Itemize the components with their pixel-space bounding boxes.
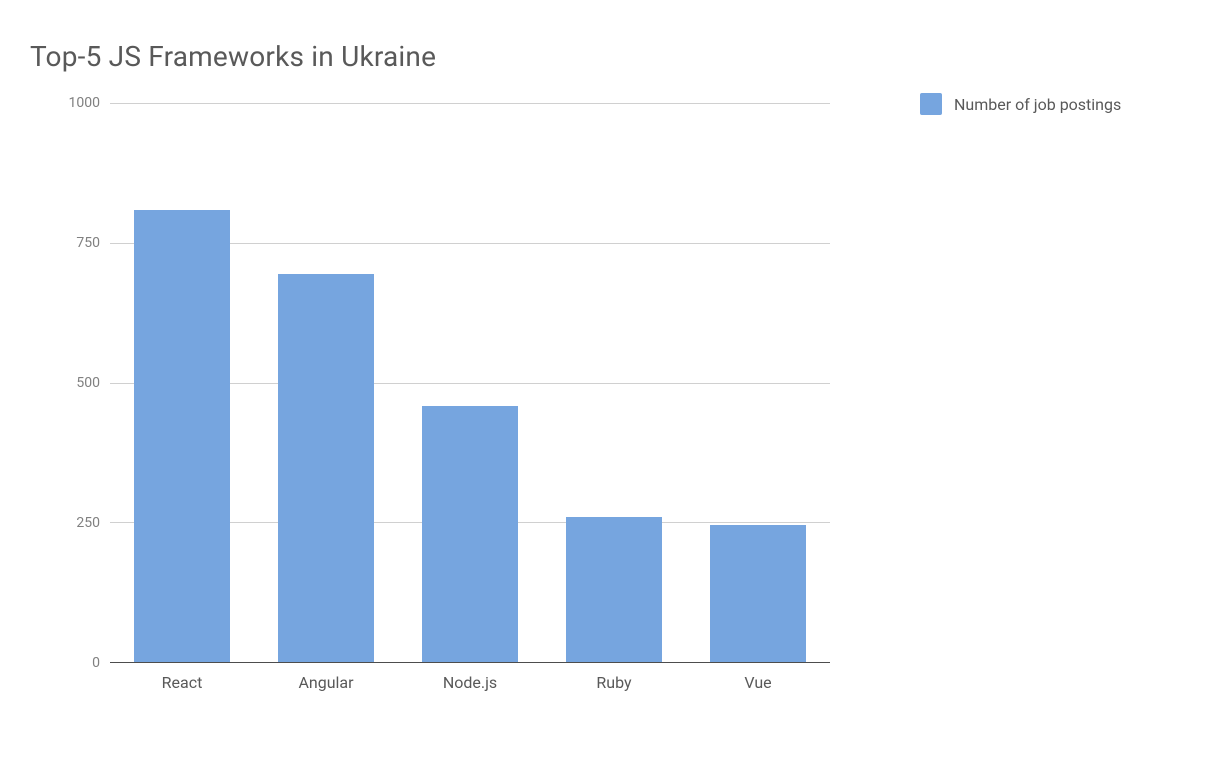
bar-nodejs [422, 406, 517, 662]
chart-container: Top-5 JS Frameworks in Ukraine [30, 40, 1200, 760]
legend-swatch [920, 93, 942, 115]
bar-vue [710, 525, 805, 662]
bar-react [134, 210, 229, 662]
xlabel: Ruby [542, 673, 686, 692]
chart-title: Top-5 JS Frameworks in Ukraine [30, 40, 1200, 73]
xlabel: Angular [254, 673, 398, 692]
xlabel: React [110, 673, 254, 692]
ytick-label: 750 [50, 235, 100, 251]
ytick-label: 1000 [50, 95, 100, 111]
legend: Number of job postings [920, 93, 1121, 115]
chart-area: 1000 750 500 250 0 React Angular Node.js… [30, 93, 850, 733]
chart-wrap: 1000 750 500 250 0 React Angular Node.js… [30, 93, 1200, 733]
xlabel: Node.js [398, 673, 542, 692]
ytick-label: 250 [50, 515, 100, 531]
bar-slot [254, 103, 398, 662]
xlabels-row: React Angular Node.js Ruby Vue [110, 673, 830, 692]
bar-slot [686, 103, 830, 662]
ytick-label: 500 [50, 375, 100, 391]
bar-slot [110, 103, 254, 662]
bar-ruby [566, 517, 661, 662]
legend-label: Number of job postings [954, 95, 1121, 114]
bar-slot [542, 103, 686, 662]
xlabel: Vue [686, 673, 830, 692]
bars-group [110, 103, 830, 662]
plot-area [110, 103, 830, 663]
bar-slot [398, 103, 542, 662]
ytick-label: 0 [50, 655, 100, 671]
bar-angular [278, 274, 373, 663]
